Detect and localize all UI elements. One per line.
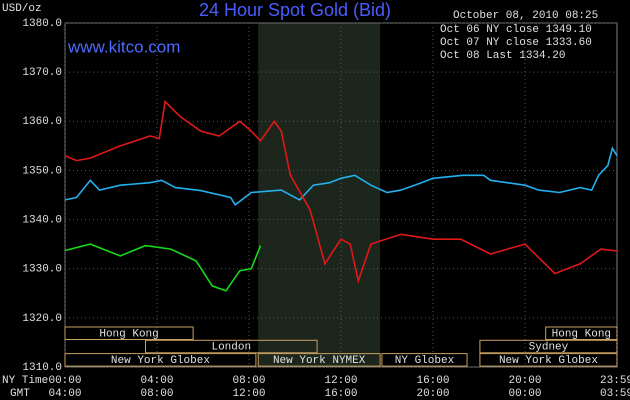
session-bar xyxy=(479,339,618,354)
y-tick-label: 1380.0 xyxy=(22,18,62,30)
session-bar xyxy=(145,339,318,354)
session-bar xyxy=(64,326,194,340)
session-bar xyxy=(64,353,257,367)
price-line xyxy=(64,243,262,292)
legend-entry: Oct 08 Last 1334.20 xyxy=(440,50,565,62)
x2-tick-label: 16:00 xyxy=(324,388,357,400)
x2-tick-label: 03:59 xyxy=(600,388,630,400)
x-row-label: GMT xyxy=(10,388,30,400)
x-tick-label: 08:00 xyxy=(232,375,265,387)
x-tick-label: 20:00 xyxy=(508,375,541,387)
x2-tick-label: 12:00 xyxy=(232,388,265,400)
x2-tick-label: 00:00 xyxy=(508,388,541,400)
x-tick-label: 23:59 xyxy=(600,375,630,387)
watermark: www.kitco.com xyxy=(67,37,180,56)
session-label: Sydney xyxy=(529,342,569,354)
session-label: Hong Kong xyxy=(99,328,158,340)
y-axis-label: USD/oz xyxy=(2,3,42,15)
session-label: New York Globex xyxy=(111,355,210,367)
session-bar xyxy=(257,353,381,367)
session-bar xyxy=(479,353,618,367)
x-tick-label: 12:00 xyxy=(324,375,357,387)
x-tick-label: 00:00 xyxy=(48,375,81,387)
chart-title: 24 Hour Spot Gold (Bid) xyxy=(199,0,391,20)
y-tick-label: 1370.0 xyxy=(22,67,62,79)
y-tick-label: 1350.0 xyxy=(22,165,62,177)
x-tick-label: 04:00 xyxy=(140,375,173,387)
x-tick-label: 16:00 xyxy=(416,375,449,387)
y-tick-label: 1340.0 xyxy=(22,214,62,226)
x2-tick-label: 20:00 xyxy=(416,388,449,400)
y-tick-label: 1320.0 xyxy=(22,313,62,325)
session-bar xyxy=(545,326,618,340)
x2-tick-label: 04:00 xyxy=(48,388,81,400)
legend-entry: Oct 06 NY close 1349.10 xyxy=(440,24,592,36)
timestamp: October 08, 2010 08:25 xyxy=(453,10,598,22)
session-label: London xyxy=(211,342,251,354)
session-label: New York NYMEX xyxy=(273,355,366,367)
session-bar xyxy=(381,353,468,367)
x-row-label: NY Time xyxy=(2,375,48,387)
legend-entry: Oct 07 NY close 1333.60 xyxy=(440,37,592,49)
session-label: Hong Kong xyxy=(552,328,611,340)
highlight-band xyxy=(258,23,381,367)
y-tick-label: 1310.0 xyxy=(22,362,62,374)
x2-tick-label: 08:00 xyxy=(140,388,173,400)
price-line xyxy=(64,99,618,284)
y-tick-label: 1360.0 xyxy=(22,116,62,128)
session-label: NY Globex xyxy=(395,355,455,367)
session-label: New York Globex xyxy=(499,355,598,367)
price-line xyxy=(64,146,618,206)
y-tick-label: 1330.0 xyxy=(22,264,62,276)
